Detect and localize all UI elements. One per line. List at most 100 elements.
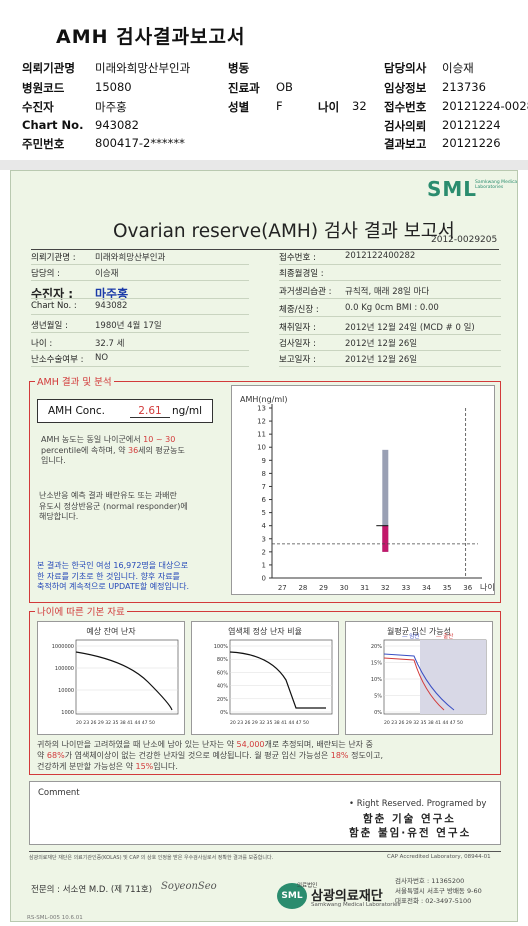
- header-field-label: 병동: [228, 61, 250, 75]
- sml-small-logo: SML: [277, 883, 307, 909]
- x-tick-label: 28: [298, 584, 307, 592]
- amh-section-box: [29, 381, 501, 603]
- header-field-label: 주민번호: [22, 137, 65, 151]
- x-tick-label: 34: [422, 584, 431, 592]
- header-field-value: 213736: [442, 80, 486, 94]
- age-value: 32: [352, 99, 367, 113]
- specimen-field-label: 채취일자 :: [279, 323, 316, 333]
- x-tick-label: 35: [443, 584, 452, 592]
- field-divider: [31, 314, 249, 315]
- y-tick-label: 4: [262, 522, 267, 530]
- address-line-2: 서울특별시 서초구 방배동 9-60: [395, 887, 482, 895]
- x-tick-label: 33: [401, 584, 410, 592]
- y-axis-label: AMH(ng/ml): [240, 395, 288, 404]
- x-axis-label: 나이: [480, 582, 495, 592]
- age-section-box: [29, 611, 501, 775]
- specimen-field-value: 2012년 12월 26일: [345, 355, 418, 365]
- ovarian-response-text: 난소반응 예측 결과 배란유도 또는 과배란 유도시 정상반응군 (normal …: [39, 491, 188, 521]
- remaining-oocyte-y-tick-label: 1000: [61, 710, 74, 716]
- normal-chromosome-svg: 100% 80% 60% 40% 20% 0%20 23 26 29 32 35 38 4…: [214, 639, 333, 726]
- age-summary-text: 귀하의 나이만을 고려하였을 때 난소에 남아 있는 난자는 약 54,000개…: [37, 740, 384, 771]
- amh-unit: ng/ml: [172, 405, 203, 417]
- pregnancy-chance-y-tick-label: 5%: [374, 694, 382, 700]
- reference-note-text: 본 결과는 한국인 여성 16,972명을 대상으로 한 자료를 기초로 한 것입…: [37, 561, 190, 591]
- header-field-value: 20121226: [442, 136, 501, 150]
- field-divider: [31, 264, 249, 265]
- field-divider: [31, 350, 249, 351]
- pregnancy-chance-chart: 월평균 임신 가능성 20% 15% 10% 5% 0% 20 23 26 29 32 3…: [345, 621, 493, 735]
- normal-chromosome-y-tick-label: 40%: [217, 684, 228, 690]
- x-tick-label: 27: [278, 584, 287, 592]
- header-field-value: 800417-2******: [95, 136, 185, 150]
- amh-label: AMH Conc.: [48, 405, 105, 417]
- header-field-value: 미래와희망산부인과: [95, 61, 191, 75]
- y-tick-label: 10: [257, 444, 266, 452]
- normal-chromosome-chart: 염색체 정상 난자 비율 100% 80% 60% 40% 20% 0% 20 23 26 …: [191, 621, 339, 735]
- pregnancy-chance-title: 월평균 임신 가능성: [387, 627, 451, 636]
- header-field-label: 결과보고: [384, 137, 427, 151]
- amh-section-title: AMH 결과 및 분석: [35, 374, 114, 388]
- x-tick-label: 29: [319, 584, 328, 592]
- header-field-label: 담당의사: [384, 61, 427, 75]
- report-number: 2012-0029205: [431, 235, 498, 245]
- normal-chromosome-title: 염색체 정상 난자 비율: [228, 627, 302, 636]
- specimen-field-value: 2012년 12월 24일 (MCD # 0 일): [345, 323, 475, 333]
- patient-field-label: 나이 :: [31, 339, 53, 349]
- field-divider: [279, 350, 501, 351]
- birth-curve: [383, 657, 445, 711]
- legend-birth: — 출산: [436, 632, 453, 640]
- field-divider: [31, 332, 249, 333]
- header-field-label: 수진자: [22, 100, 54, 114]
- patient-field-label: 수진자 :: [31, 287, 74, 301]
- pregnancy-chance-svg: 20% 15% 10% 5% 0%20 23 26 29 32 35 38 41 44 …: [371, 632, 487, 726]
- amh-result-box: AMH Conc. 2.61 ng/ml: [37, 399, 213, 423]
- rights-text: • Right Reserved. Programed by: [349, 799, 487, 809]
- sml-logo-subtitle: Samkwang Medical Laboratories: [475, 180, 518, 190]
- patient-field-value: 이승재: [95, 269, 119, 279]
- field-divider: [279, 264, 501, 265]
- y-tick-label: 13: [257, 405, 266, 413]
- patient-field-value: NO: [95, 353, 109, 363]
- amh-range-bar: [382, 449, 389, 552]
- header-field-label: 의뢰기관명: [22, 61, 75, 75]
- specimen-field-label: 검사일자 :: [279, 339, 316, 349]
- y-tick-label: 0: [262, 575, 266, 583]
- normal-chromosome-plot-area: [229, 639, 333, 715]
- patient-field-value: 미래와희망산부인과: [95, 253, 166, 263]
- pregnancy-chance-y-tick-label: 20%: [371, 644, 382, 650]
- specimen-field-label: 보고일자 :: [279, 355, 316, 365]
- remaining-oocyte-chart: 예상 잔여 난자 1000000 100000 10000 1000 20 23 26 …: [37, 621, 185, 735]
- normal-chromosome-y-tick-label: 100%: [214, 644, 229, 650]
- foundation-name: 삼광의료재단: [311, 889, 383, 904]
- pregnancy-chance-y-tick-label: 15%: [371, 661, 382, 667]
- specimen-field-label: 과거생리습관 :: [279, 287, 332, 297]
- doctor-name: 전문의 : 서소연 M.D. (제 711호): [31, 885, 153, 895]
- specimen-field-label: 접수번호 :: [279, 253, 316, 263]
- y-tick-label: 8: [262, 470, 266, 478]
- comment-box: Comment: [29, 781, 501, 845]
- patient-amh-marker: [382, 525, 389, 552]
- header-field-value: 943082: [95, 118, 139, 132]
- pregnancy-chance-y-tick-label: 10%: [371, 677, 382, 683]
- pregnancy-chance-x-ticks: 20 23 26 29 32 35 38 41 44 47 50: [384, 720, 463, 726]
- patient-field-label: 담당의 :: [31, 269, 61, 279]
- address-line-3: 대표전화 : 02-3497-5100: [395, 897, 472, 905]
- patient-field-label: 의뢰기관명 :: [31, 253, 76, 263]
- patient-field-label: Chart No. :: [31, 301, 77, 311]
- pregnancy-chance-shade: [420, 640, 486, 714]
- foundation-prefix: 의료법인: [297, 883, 318, 889]
- y-tick-label: 2: [262, 548, 266, 556]
- header-field-value: 15080: [95, 80, 132, 94]
- amh-value: 2.61: [130, 405, 170, 418]
- y-tick-label: 9: [262, 457, 266, 465]
- patient-field-value: 1980년 4월 17일: [95, 321, 162, 331]
- ovarian-report-title: Ovarian reserve(AMH) 검사 결과 보고서: [113, 221, 455, 242]
- normal-chromosome-y-tick-label: 0%: [220, 710, 228, 716]
- x-tick-label: 31: [360, 584, 369, 592]
- sml-logo: SML: [427, 177, 478, 201]
- patient-field-label: 생년월일 :: [31, 321, 68, 331]
- header-field-label: 접수번호: [384, 100, 427, 114]
- normal-chromosome-curve: [229, 651, 326, 709]
- patient-field-value: 마주홍: [95, 287, 129, 301]
